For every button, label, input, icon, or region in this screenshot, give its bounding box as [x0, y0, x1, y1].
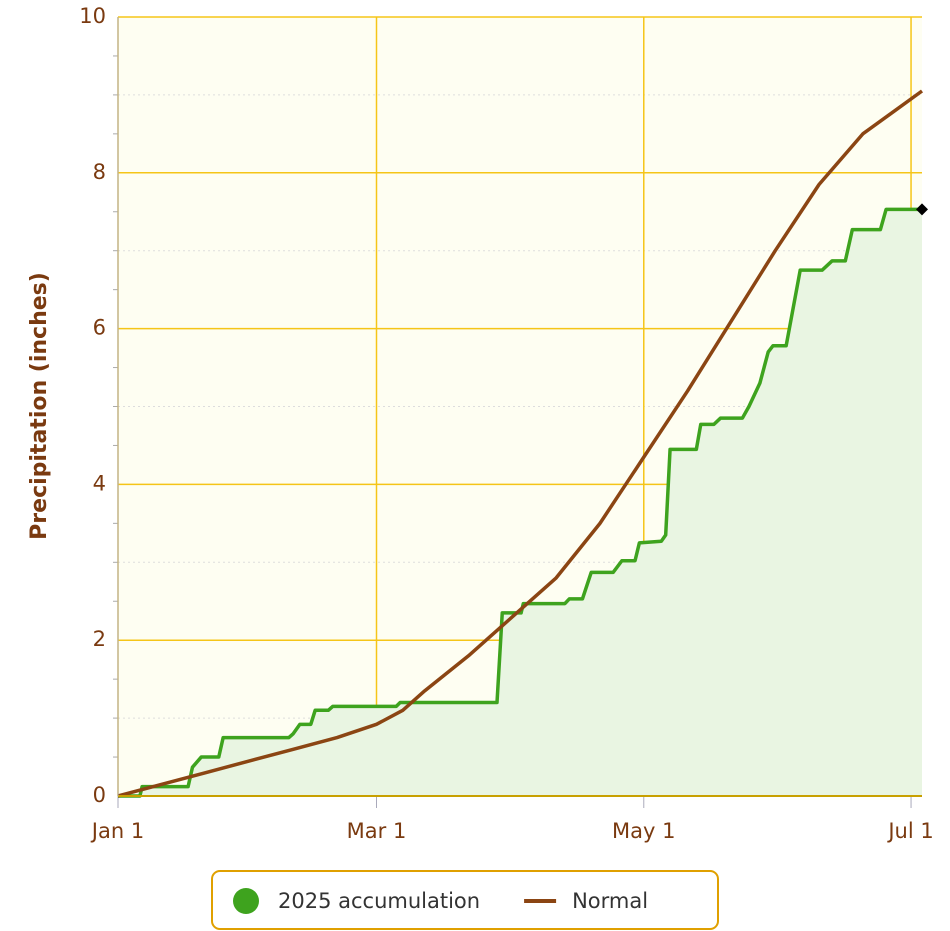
y-tick-label: 10 — [79, 4, 106, 28]
y-tick-label: 6 — [93, 316, 106, 340]
y-axis-label: Precipitation (inches) — [27, 272, 52, 540]
series-line — [117, 89, 924, 798]
series-line — [118, 207, 922, 798]
x-tick-label: Jan 1 — [90, 819, 144, 843]
legend: 2025 accumulation Normal — [211, 870, 719, 930]
y-tick-label: 4 — [93, 471, 106, 495]
y-tick-label: 8 — [93, 160, 106, 184]
x-tick-label: Mar 1 — [347, 819, 407, 843]
x-tick-label: Jul 1 — [886, 819, 933, 843]
legend-box — [211, 870, 719, 930]
end-marker — [916, 203, 928, 216]
x-tick-label: May 1 — [612, 819, 675, 843]
legend-marker — [233, 888, 259, 914]
y-tick-label: 0 — [93, 783, 106, 807]
area — [118, 209, 922, 797]
legend-label: Normal — [572, 889, 648, 913]
legend-label: 2025 accumulation — [278, 889, 480, 913]
y-tick-label: 2 — [93, 627, 106, 651]
